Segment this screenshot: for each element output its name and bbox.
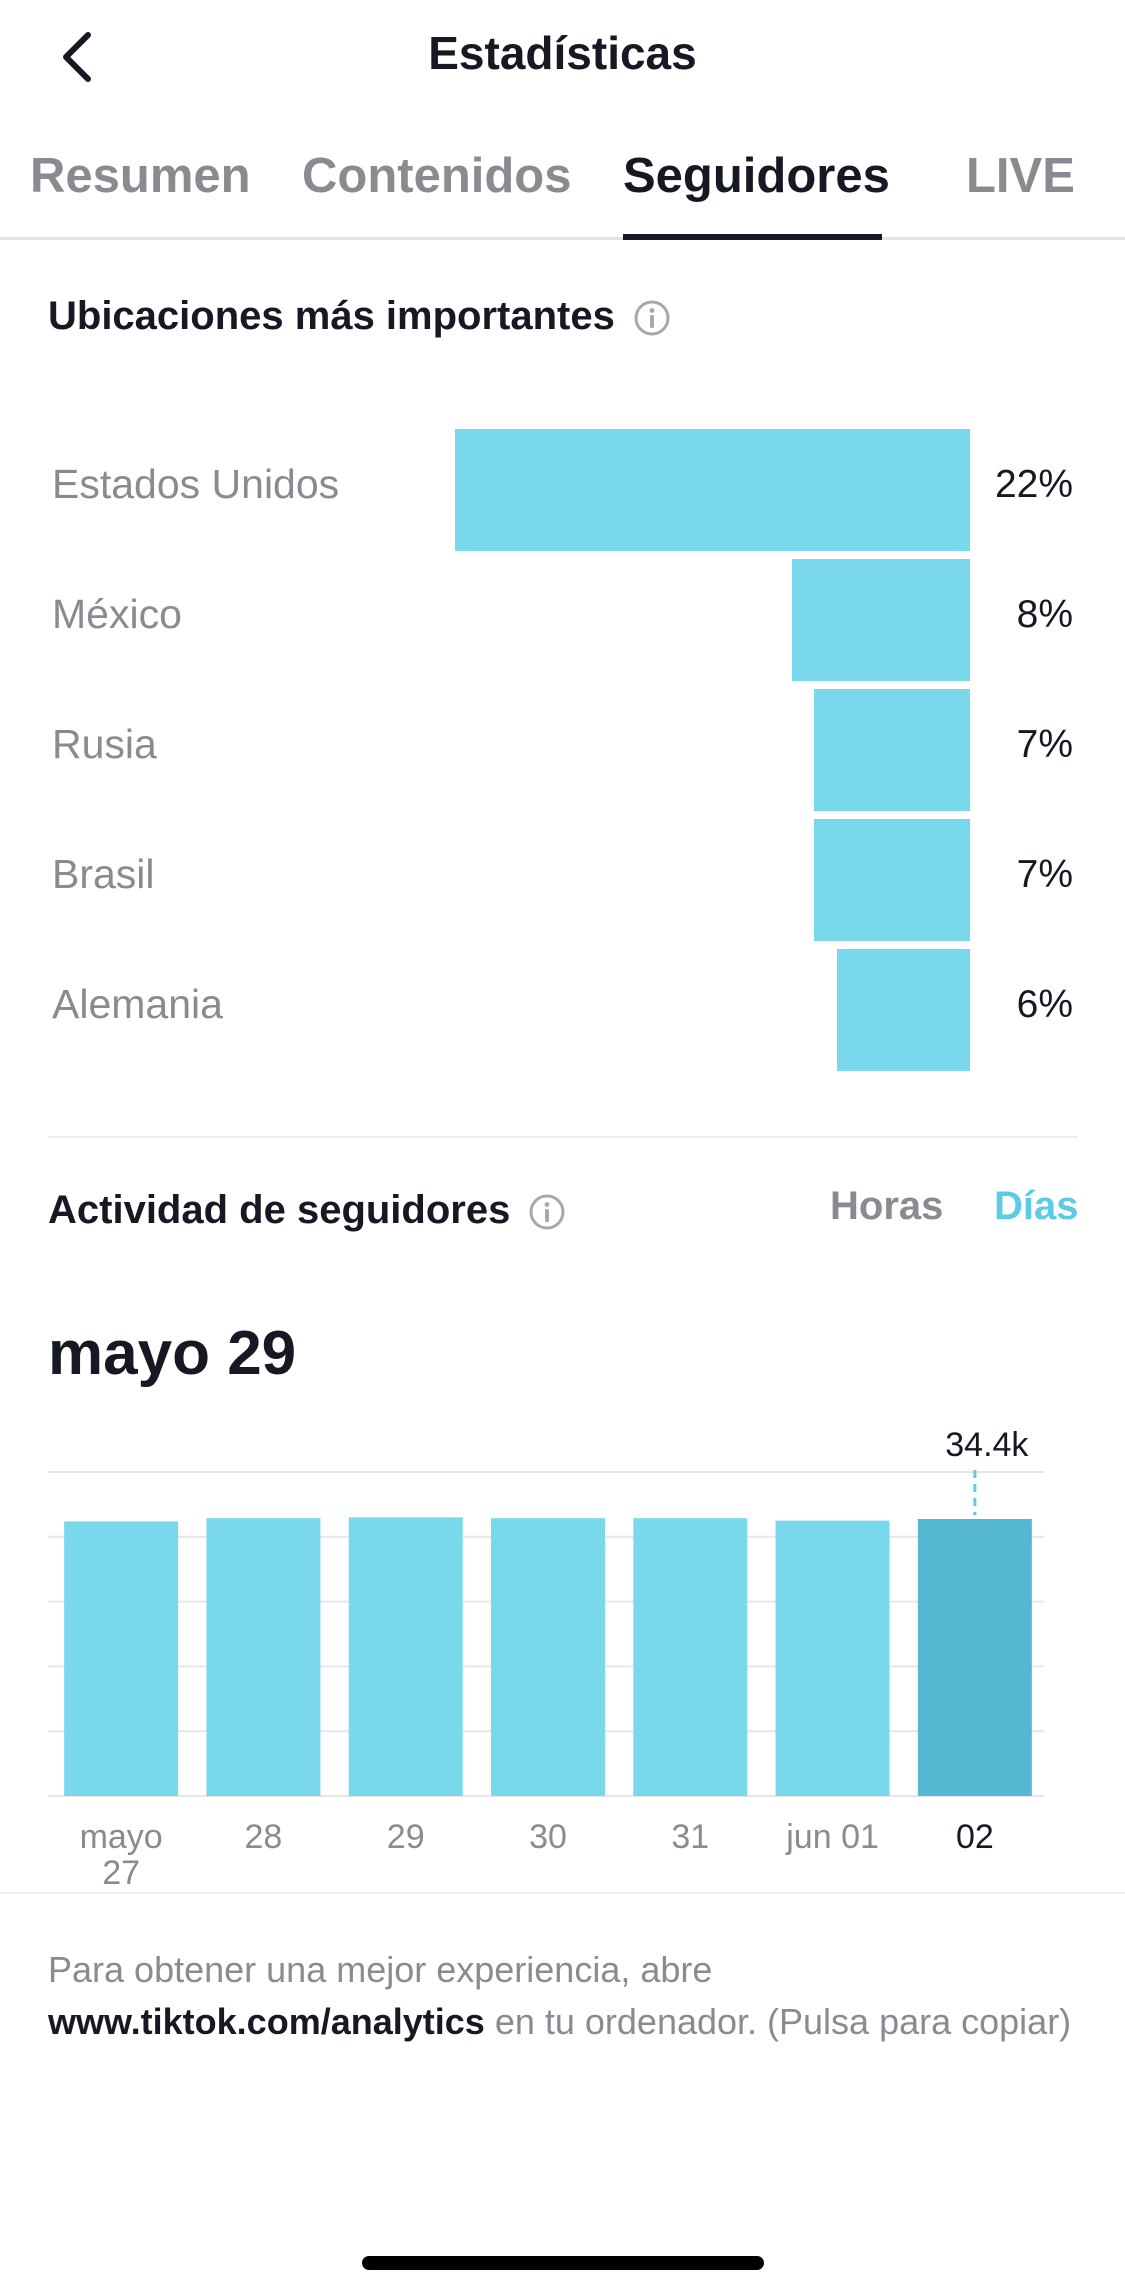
tab-seguidores[interactable]: Seguidores [623,149,890,203]
chart-bar [206,1518,321,1796]
x-axis-label: 28 [245,1818,283,1856]
footer-divider [0,1892,1125,1894]
highlight-value-label: 34.4k [945,1426,1029,1464]
location-percent: 6% [1016,983,1073,1026]
active-tab-indicator [623,234,882,240]
info-icon[interactable] [633,299,671,337]
info-icon[interactable] [528,1193,566,1231]
chart-bar [64,1521,179,1796]
location-percent: 7% [1016,853,1073,896]
chart-bar [775,1520,890,1796]
home-indicator[interactable] [362,2256,764,2270]
chart-bar [348,1517,463,1796]
tab-contenidos[interactable]: Contenidos [302,149,572,203]
hours-toggle[interactable]: Horas [830,1184,944,1228]
activity-title: Actividad de seguidores [48,1188,511,1232]
location-row: Brasil 7% [0,819,1125,941]
location-row: Rusia 7% [0,689,1125,811]
x-axis-label: 27 [102,1854,140,1892]
location-row: Alemania 6% [0,949,1125,1071]
x-axis-label: 29 [387,1818,425,1856]
location-bar [814,689,970,811]
days-toggle[interactable]: Días [994,1184,1079,1228]
location-bar [836,949,970,1071]
footer-text-before: Para obtener una mejor experiencia, abre [48,1949,713,1990]
tab-live[interactable]: LIVE [966,149,1075,203]
page-title: Estadísticas [428,27,697,79]
back-button[interactable] [48,22,108,92]
location-bar [814,819,970,941]
chart-bar [633,1518,748,1796]
location-name: Alemania [52,981,223,1027]
locations-section-title: Ubicaciones más importantes [48,294,671,339]
location-row: Estados Unidos 22% [0,429,1125,551]
section-divider [48,1136,1078,1138]
location-percent: 7% [1016,723,1073,766]
location-bar [455,429,970,551]
chart-bar [917,1518,1032,1796]
x-axis-label: jun 01 [785,1818,879,1856]
selected-date: mayo 29 [48,1319,297,1388]
location-name: Brasil [52,851,155,897]
locations-title: Ubicaciones más importantes [48,294,615,338]
x-axis-label: 30 [529,1818,567,1856]
chevron-left-icon [63,32,91,82]
location-bar [792,559,970,681]
footer-text-after: en tu ordenador. (Pulsa para copiar) [484,2001,1072,2042]
activity-section-title: Actividad de seguidores [48,1188,566,1233]
x-axis-label: 31 [671,1818,709,1856]
tab-resumen[interactable]: Resumen [30,149,251,203]
footer-note: Para obtener una mejor experiencia, abre… [48,1944,1078,2048]
location-name: Estados Unidos [52,461,340,507]
analytics-link[interactable]: www.tiktok.com/analytics [48,2001,485,2042]
activity-chart: mayo 27 28 29 30 31 jun 01 02 34.4k [0,1420,1125,1900]
chart-bar [491,1518,605,1796]
location-percent: 22% [994,463,1073,506]
x-axis-label: 02 [956,1818,994,1856]
header: Estadísticas [0,0,1125,112]
x-axis-label: mayo [80,1818,163,1856]
location-name: México [52,591,182,637]
location-name: Rusia [52,721,157,767]
tab-bar: Resumen Contenidos Seguidores LIVE [0,140,1125,240]
location-percent: 8% [1016,593,1073,636]
location-row: México 8% [0,559,1125,681]
